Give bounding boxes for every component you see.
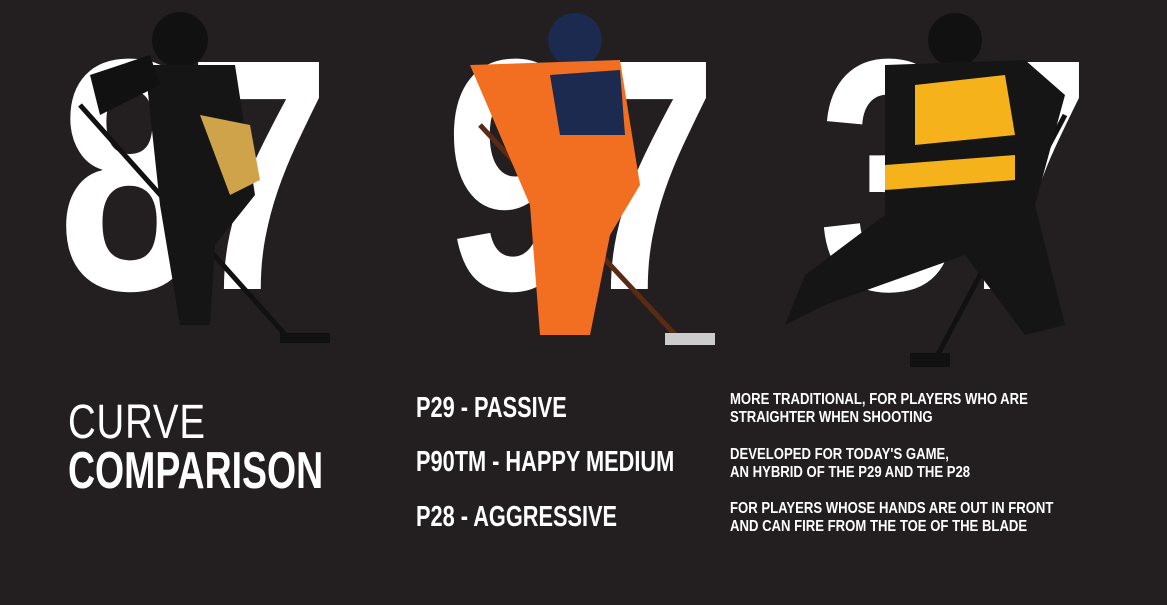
description-line: DEVELOPED FOR TODAY'S GAME, <box>730 446 949 463</box>
player-image-37 <box>785 13 1068 367</box>
curve-description-p90tm: DEVELOPED FOR TODAY'S GAME, AN HYBRID OF… <box>730 446 970 482</box>
curve-name-p90tm: P90TM - HAPPY MEDIUM <box>416 446 675 478</box>
curve-description-p29: MORE TRADITIONAL, FOR PLAYERS WHO ARE ST… <box>730 391 1028 427</box>
player-image-97 <box>470 13 715 345</box>
description-line: AND CAN FIRE FROM THE TOE OF THE BLADE <box>730 518 1028 535</box>
curve-name-p29: P29 - PASSIVE <box>416 392 567 424</box>
player-image-87 <box>78 12 330 343</box>
description-line: MORE TRADITIONAL, FOR PLAYERS WHO ARE <box>730 391 1028 408</box>
curve-description-p28: FOR PLAYERS WHOSE HANDS ARE OUT IN FRONT… <box>730 500 1053 536</box>
title-curve: CURVE <box>68 396 206 449</box>
curve-name-p28: P28 - AGGRESSIVE <box>416 501 618 533</box>
description-line: FOR PLAYERS WHOSE HANDS ARE OUT IN FRONT <box>730 500 1054 517</box>
title-comparison: COMPARISON <box>68 442 324 500</box>
description-line: AN HYBRID OF THE P29 AND THE P28 <box>730 464 971 481</box>
description-line: STRAIGHTER WHEN SHOOTING <box>730 409 933 426</box>
